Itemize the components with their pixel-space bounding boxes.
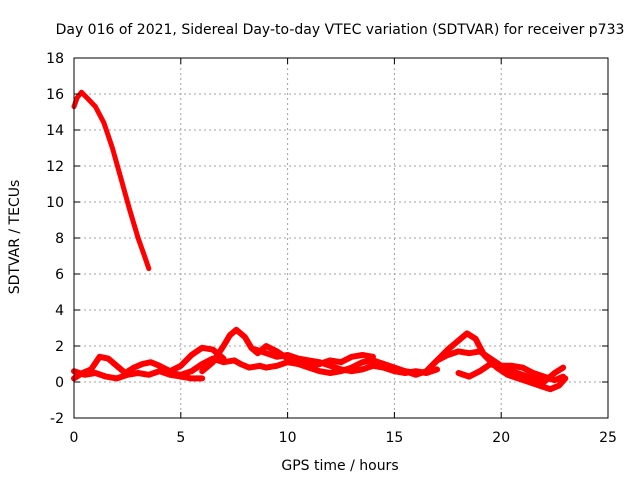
y-tick-label: 0 [55,375,64,391]
y-tick-label: -2 [50,411,64,427]
x-tick-label: 5 [176,430,185,446]
y-tick-label: 16 [46,87,64,103]
series-track-d [167,352,376,378]
y-tick-label: 8 [55,231,64,247]
series-track-e [199,326,419,376]
chart-title: Day 016 of 2021, Sidereal Day-to-day VTE… [56,22,625,38]
series-track-g [423,348,567,384]
y-tick-label: 18 [46,51,64,67]
x-tick-label: 15 [385,430,403,446]
y-tick-label: 14 [46,123,64,139]
series-track-h [402,330,569,393]
series-layer [71,89,569,393]
series-track-i [455,361,567,385]
x-axis-label: GPS time / hours [281,458,398,474]
series-track-a [71,89,152,272]
grid-layer [74,58,608,418]
y-axis-label: SDTVAR / TECUs [7,180,23,295]
y-tick-label: 6 [55,267,64,283]
x-tick-label: 20 [492,430,510,446]
x-tick-label: 10 [279,430,297,446]
y-tick-label: 12 [46,159,64,175]
y-tick-label: 4 [55,303,64,319]
y-tick-label: 2 [55,339,64,355]
tick-layer: 0 5 10 15 20 25 -2 0 2 4 6 8 10 12 14 16 18 [46,51,617,446]
x-tick-label: 25 [599,430,617,446]
y-tick-label: 10 [46,195,64,211]
series-track-c [71,344,227,382]
x-tick-label: 0 [70,430,79,446]
